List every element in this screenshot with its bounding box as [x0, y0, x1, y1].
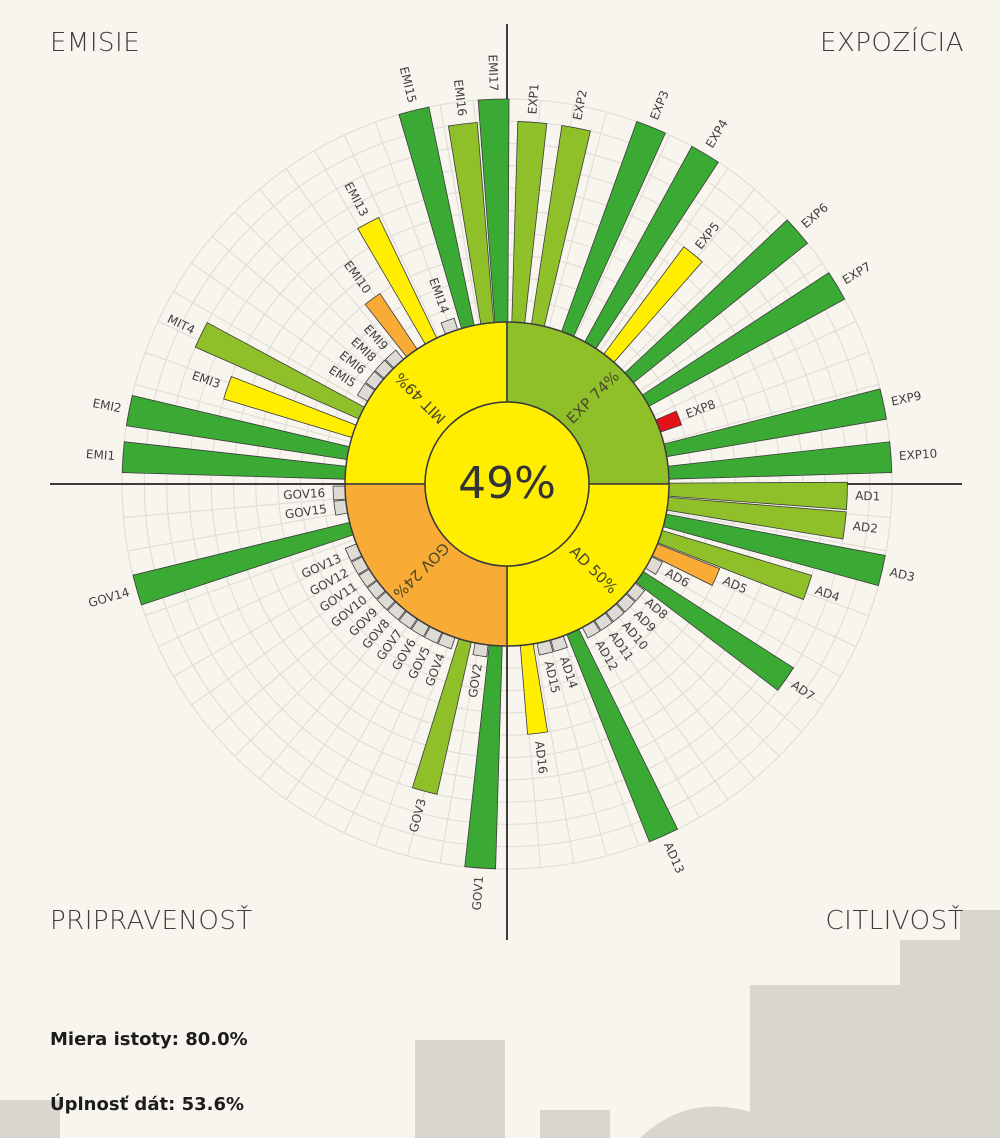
bar-ad13 [566, 628, 679, 843]
grid-spoke [439, 643, 480, 864]
grid-spoke [259, 188, 404, 361]
bar-label-gov15: GOV15 [284, 502, 328, 522]
quadrant-title-citlivost: CITLIVOSŤ [825, 906, 964, 936]
center-circle [424, 401, 590, 567]
quadrant-title-emisie: EMISIE [50, 28, 141, 58]
grid-spoke [134, 383, 351, 443]
grid-spoke [285, 616, 415, 800]
grid-spoke [234, 211, 393, 370]
grid-spoke [663, 383, 880, 443]
bar-label-exp1: EXP1 [525, 83, 541, 115]
grid-spoke [639, 262, 823, 392]
bar-label-emi2: EMI2 [91, 396, 122, 415]
grid-spoke [630, 587, 803, 732]
certainty-stat: Miera istoty: 80.0% [50, 1029, 248, 1050]
chart-center: MIT 49% EXP 74%AD 50%GOV 24%49% [344, 321, 670, 647]
grid-spoke [374, 636, 453, 846]
bar-label-exp8: EXP8 [684, 397, 718, 421]
bar-label-gov1: GOV1 [470, 876, 486, 911]
bar-label-gov14: GOV14 [87, 585, 131, 610]
certainty-value: 80.0% [185, 1029, 248, 1050]
bar-label-exp4: EXP4 [703, 117, 731, 151]
grid-spoke [191, 576, 375, 706]
grid-spoke [343, 630, 440, 834]
bar-label-exp10: EXP10 [899, 446, 938, 463]
bar-label-emi15: EMI15 [397, 65, 419, 104]
grid-spoke [127, 511, 348, 552]
grid-spoke [211, 236, 384, 381]
quadrant-title-pripravenost: PRIPRAVENOSŤ [50, 906, 253, 936]
bar-label-exp9: EXP9 [890, 389, 923, 409]
grid-spoke [145, 538, 355, 617]
bar-label-exp3: EXP3 [647, 88, 671, 122]
grid-spoke [374, 122, 453, 332]
quadrant-title-expozicia: EXPOZÍCIA [820, 28, 964, 58]
grid-spoke [173, 564, 368, 678]
grid-spoke [534, 643, 575, 864]
grid-spoke [157, 551, 361, 648]
grid-spoke [211, 587, 384, 732]
bar-label-emi16: EMI16 [451, 79, 469, 117]
bar-label-ad16: AD16 [532, 740, 550, 774]
center-value: 49% [458, 458, 556, 509]
grid-spoke [561, 636, 640, 846]
grid-spoke [173, 290, 368, 404]
bar-gov16 [332, 485, 347, 501]
bar-ad7 [635, 570, 795, 691]
bar-label-ad4: AD4 [813, 583, 841, 604]
bar-label-ad3: AD3 [888, 565, 916, 584]
grid-spoke [587, 623, 701, 818]
grid-spoke [646, 564, 841, 678]
bar-label-emi13: EMI13 [341, 180, 371, 219]
grid-spoke [659, 351, 869, 430]
grid-spoke [599, 616, 729, 800]
bar-label-gov2: GOV2 [466, 663, 485, 699]
grid-spoke [621, 211, 780, 370]
bar-label-emi17: EMI17 [486, 54, 501, 91]
bar-label-exp6: EXP6 [799, 200, 831, 231]
bar-label-gov16: GOV16 [283, 486, 326, 502]
grid-spoke [123, 497, 346, 519]
grid-spoke [653, 320, 857, 417]
grid-spoke [574, 134, 671, 338]
grid-spoke [621, 598, 780, 757]
bar-label-exp2: EXP2 [570, 89, 590, 122]
bar-label-emi3: EMI3 [190, 369, 222, 392]
grid-spoke [548, 640, 608, 857]
bar-label-gov3: GOV3 [406, 797, 428, 834]
bar-label-emi1: EMI1 [85, 447, 115, 463]
grid-spoke [191, 262, 375, 392]
completeness-stat: Úplnosť dát: 53.6% [50, 1094, 244, 1115]
completeness-label: Úplnosť dát: [50, 1094, 176, 1115]
bar-label-ad7: AD7 [789, 678, 818, 704]
bar-label-ad13: AD13 [661, 840, 687, 876]
bar-label-ad1: AD1 [855, 489, 881, 504]
certainty-label: Miera istoty: [50, 1029, 179, 1050]
grid-spoke [259, 607, 404, 780]
bar-label-emi10: EMI10 [341, 258, 374, 296]
bar-label-exp5: EXP5 [692, 219, 722, 252]
grid-spoke [666, 511, 887, 552]
grid-spoke [610, 607, 755, 780]
bar-label-exp7: EXP7 [840, 259, 874, 287]
bar-label-ad2: AD2 [852, 519, 879, 536]
grid-spoke [343, 134, 440, 338]
grid-spoke [439, 104, 480, 325]
grid-spoke [599, 168, 729, 352]
grid-spoke [548, 111, 608, 328]
grid-spoke [234, 598, 393, 757]
completeness-value: 53.6% [181, 1094, 245, 1115]
grid-spoke [313, 623, 427, 818]
bar-label-mit4: MIT4 [165, 312, 197, 337]
